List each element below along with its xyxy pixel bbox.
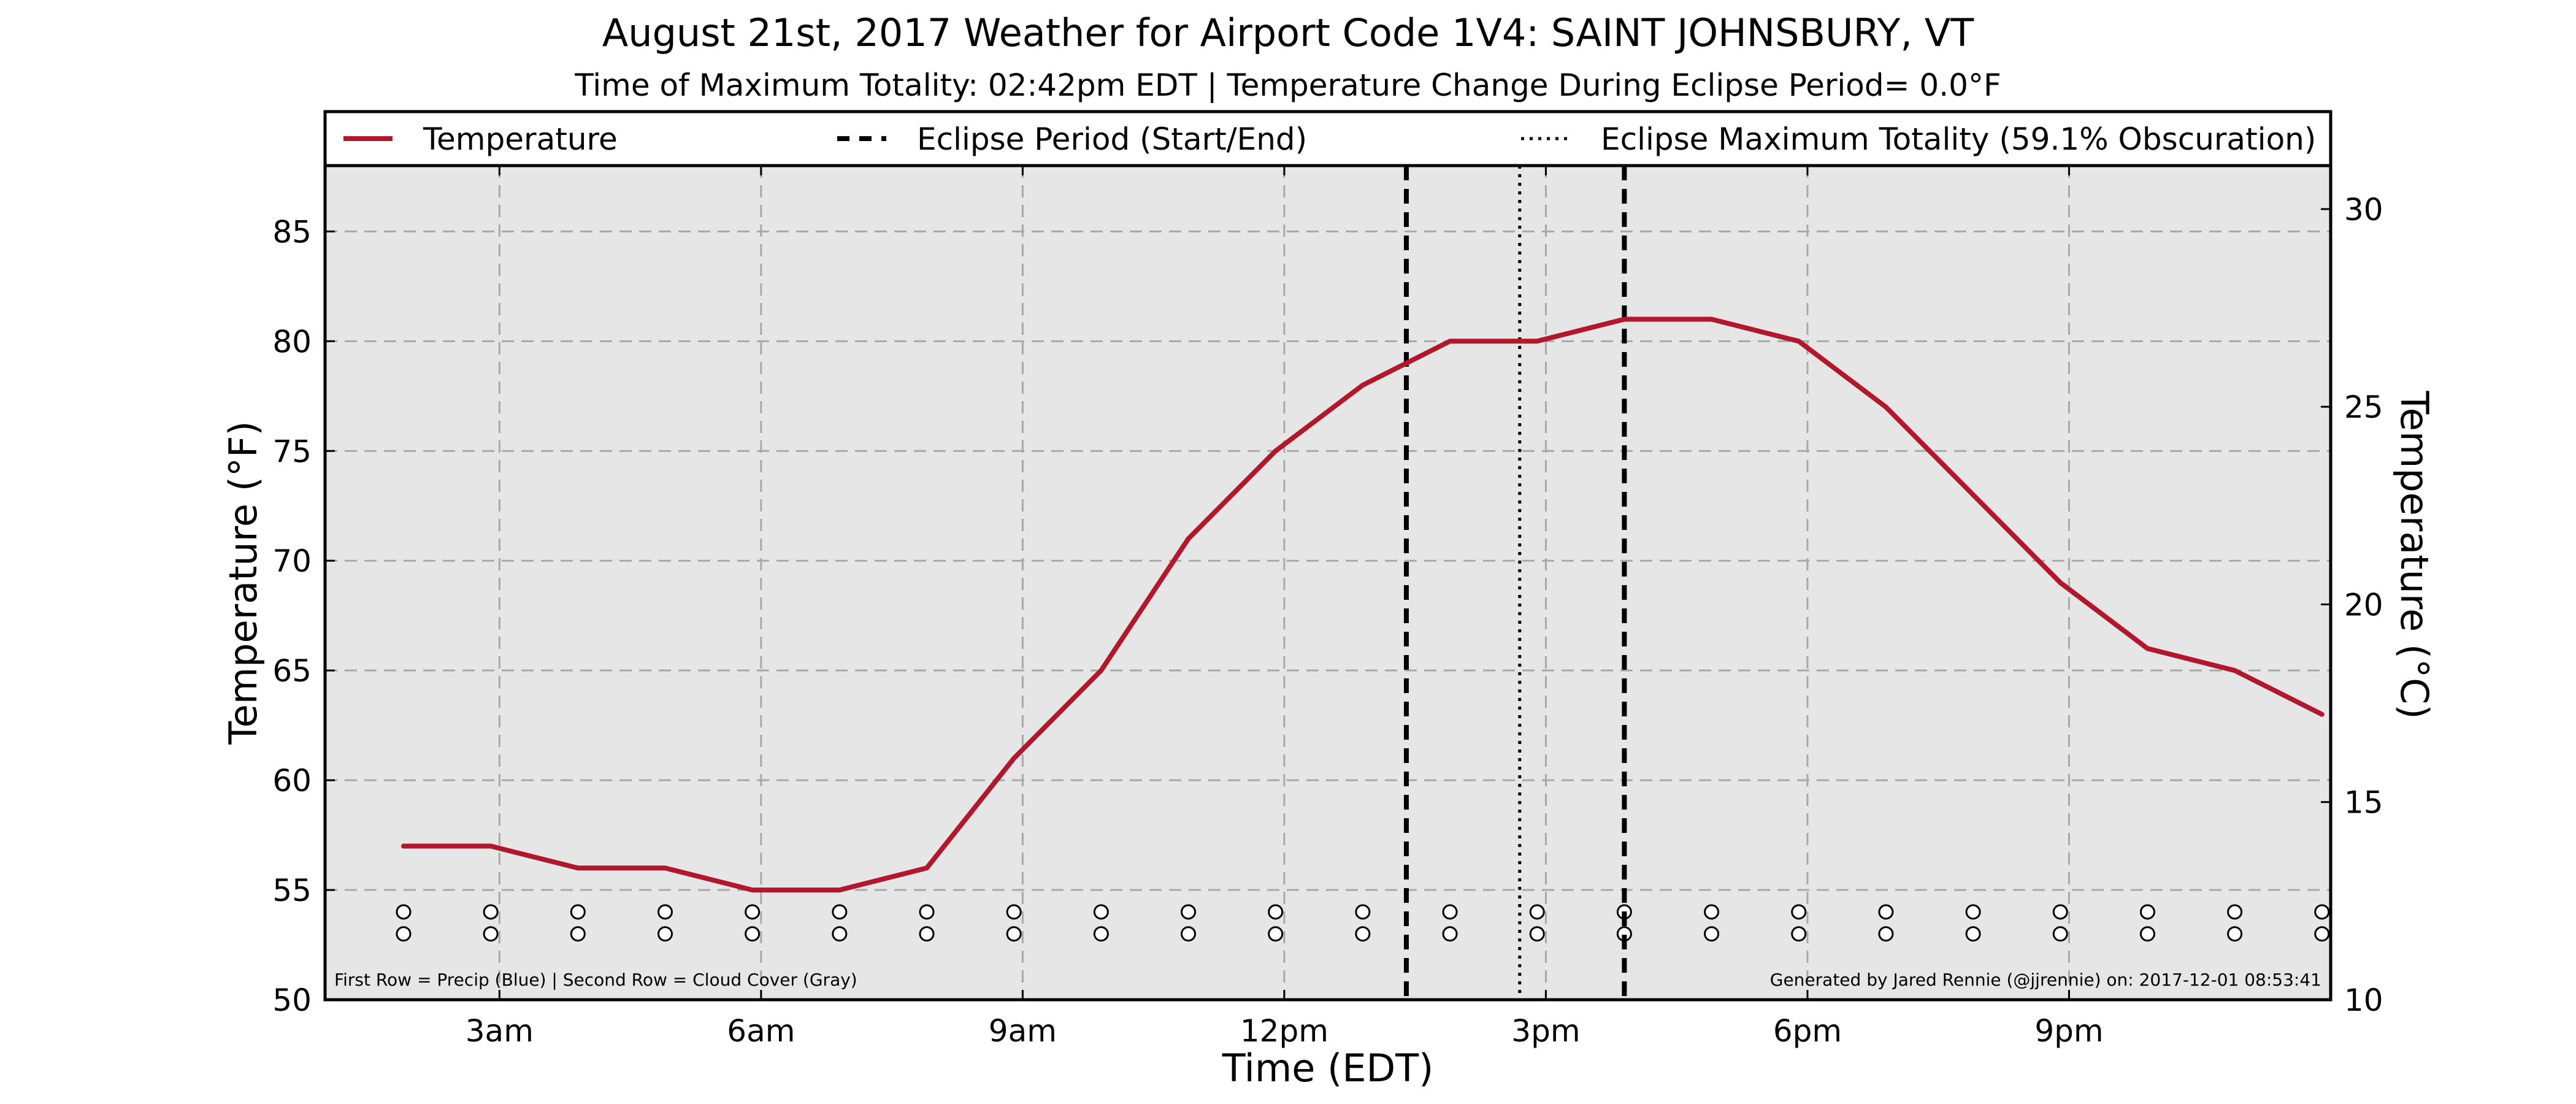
precip-marker: [570, 904, 586, 920]
precip-cloud-markers: [396, 904, 2330, 942]
y-tick-label: 65: [272, 653, 312, 689]
precip-marker: [1529, 904, 1545, 920]
y-tick-label: 60: [272, 763, 312, 799]
temperature-line: [401, 316, 2325, 893]
y-axis-title-right: Temperature (°C): [2392, 390, 2437, 719]
cloud-cover-marker: [745, 926, 761, 942]
y-tick-label: 55: [272, 873, 312, 908]
precip-marker: [745, 904, 761, 920]
x-tick-label: 9pm: [2034, 1013, 2103, 1049]
cloud-cover-marker: [1965, 926, 1981, 942]
cloud-cover-marker: [1791, 926, 1807, 942]
cloud-cover-marker: [483, 926, 499, 942]
y-tick-label: 80: [272, 324, 312, 359]
precip-marker: [2052, 904, 2068, 920]
grid-lines: [325, 166, 2331, 1000]
precip-marker: [832, 904, 848, 920]
cloud-cover-marker: [1442, 926, 1458, 942]
cloud-cover-marker: [1093, 926, 1109, 942]
cloud-cover-marker: [657, 926, 673, 942]
y-right-tick-label: 15: [2344, 785, 2383, 821]
cloud-cover-marker: [1181, 926, 1197, 942]
x-axis-title: Time (EDT): [1222, 1046, 1434, 1091]
axis-ticks: 3am 6am 9am 12pm 3pm 6pm 9pm 50 55 60 65 70 75 80 85 10…: [272, 166, 2383, 1049]
x-tick-label: 3pm: [1511, 1013, 1580, 1049]
precip-marker: [1093, 904, 1109, 920]
cloud-cover-marker: [396, 926, 412, 942]
legend-label: Temperature: [423, 121, 618, 157]
y-right-tick-label: 20: [2344, 587, 2383, 623]
y-tick-label: 85: [272, 214, 312, 250]
cloud-cover-marker: [1355, 926, 1371, 942]
y-tick-label: 50: [272, 983, 312, 1018]
precip-marker: [1965, 904, 1981, 920]
cloud-cover-marker: [2139, 926, 2155, 942]
legend: Temperature Eclipse Period (Start/End) Ecl…: [323, 110, 2333, 167]
y-axis-title-left: Temperature (°F): [221, 421, 266, 745]
chart-title: August 21st, 2017 Weather for Airport Co…: [602, 10, 1974, 55]
legend-label: Eclipse Maximum Totality (59.1% Obscurat…: [1601, 121, 2316, 157]
precip-marker: [1442, 904, 1458, 920]
precip-marker: [657, 904, 673, 920]
plot-area: [325, 166, 2331, 1000]
legend-label: Eclipse Period (Start/End): [917, 121, 1307, 157]
x-tick-label: 12pm: [1240, 1013, 1328, 1049]
x-tick-label: 6pm: [1773, 1013, 1842, 1049]
cloud-cover-marker: [2052, 926, 2068, 942]
precip-marker: [1268, 904, 1284, 920]
precip-marker: [1878, 904, 1894, 920]
temperature-series: [401, 316, 2325, 893]
footnote-left: First Row = Precip (Blue) | Second Row =…: [334, 970, 857, 990]
precip-marker: [1791, 904, 1807, 920]
y-right-tick-label: 25: [2344, 389, 2383, 425]
eclipse-lines: [1403, 166, 1627, 1000]
x-tick-label: 6am: [727, 1013, 795, 1049]
precip-marker: [1006, 904, 1022, 920]
x-tick-label: 3am: [466, 1013, 534, 1049]
cloud-cover-marker: [1878, 926, 1894, 942]
precip-marker: [2227, 904, 2243, 920]
legend-box: [323, 110, 2333, 167]
precip-marker: [2139, 904, 2155, 920]
footnote-right: Generated by Jared Rennie (@jjrennie) on…: [1770, 970, 2321, 990]
cloud-cover-marker: [2227, 926, 2243, 942]
cloud-cover-marker: [1006, 926, 1022, 942]
precip-marker: [396, 904, 412, 920]
x-tick-label: 9am: [989, 1013, 1057, 1049]
cloud-cover-marker: [2314, 926, 2330, 942]
chart-subtitle: Time of Maximum Totality: 02:42pm EDT | …: [574, 67, 2001, 103]
y-tick-label: 75: [272, 434, 312, 469]
cloud-cover-marker: [570, 926, 586, 942]
precip-marker: [483, 904, 499, 920]
precip-marker: [2314, 904, 2330, 920]
y-right-tick-label: 10: [2344, 983, 2383, 1018]
y-tick-label: 70: [272, 543, 312, 579]
cloud-cover-marker: [1704, 926, 1720, 942]
y-right-tick-label: 30: [2344, 192, 2383, 228]
cloud-cover-marker: [1529, 926, 1545, 942]
cloud-cover-marker: [832, 926, 848, 942]
precip-marker: [1355, 904, 1371, 920]
cloud-cover-marker: [1268, 926, 1284, 942]
precip-marker: [919, 904, 935, 920]
precip-marker: [1704, 904, 1720, 920]
precip-marker: [1181, 904, 1197, 920]
cloud-cover-marker: [919, 926, 935, 942]
